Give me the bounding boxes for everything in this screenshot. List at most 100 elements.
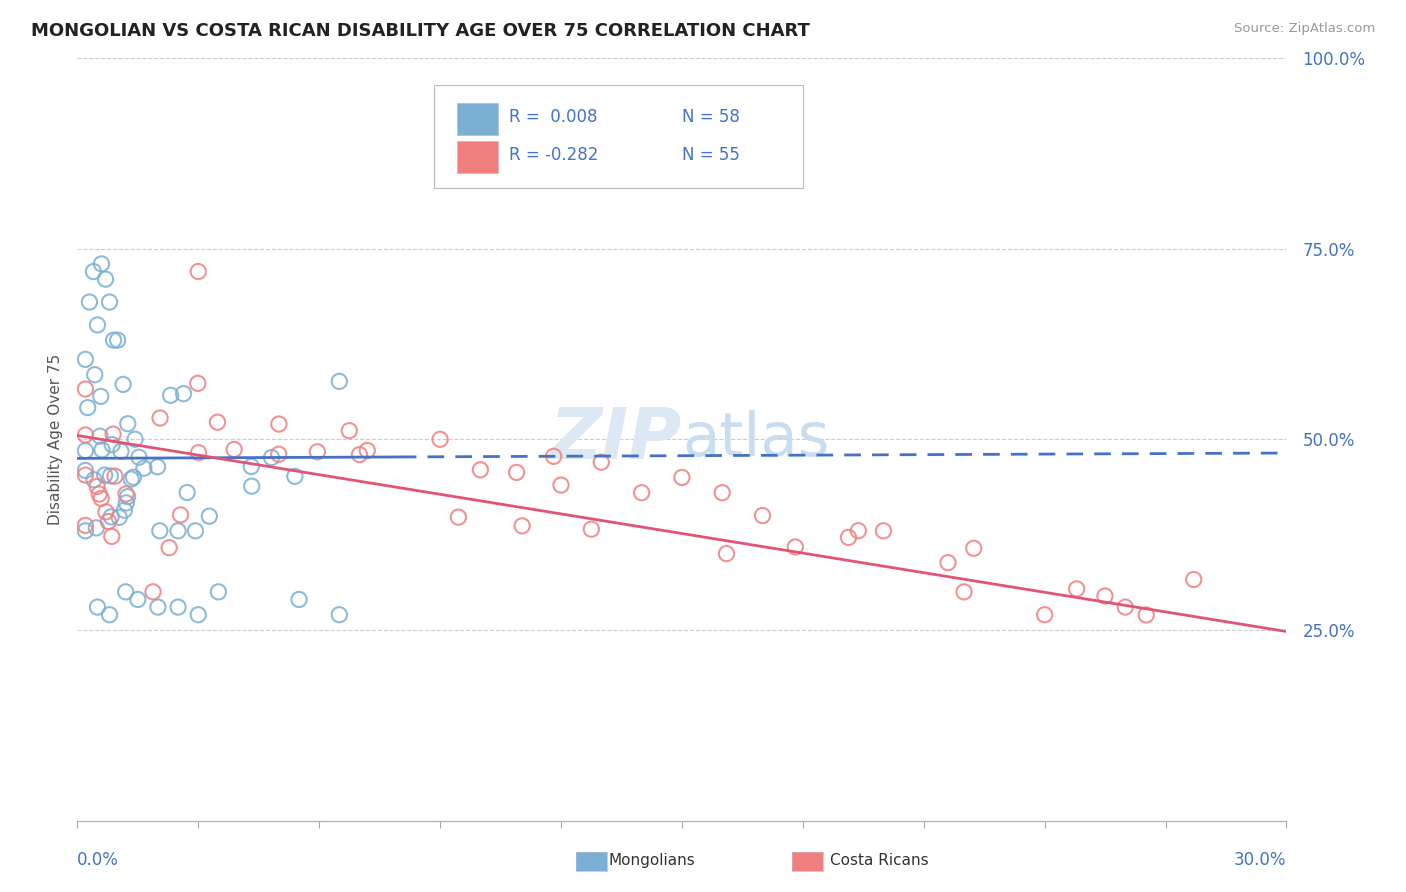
Point [98,607,121,622]
Point [591,455,613,469]
Point [240,479,263,493]
Point [76,401,98,415]
Point [207,585,229,599]
Text: N = 55: N = 55 [682,145,740,164]
FancyBboxPatch shape [457,103,498,135]
Point [117,417,139,431]
Point [100,529,122,543]
Point [1066,582,1088,596]
Point [142,585,165,599]
Point [86,600,108,615]
Point [146,459,169,474]
Point [75,463,97,477]
Point [936,556,959,570]
Point [83,473,105,487]
Point [224,442,246,457]
Point [630,485,652,500]
Point [711,485,734,500]
Point [75,443,97,458]
Point [157,541,180,555]
Point [288,592,311,607]
Text: atlas: atlas [682,409,830,469]
Point [429,433,451,447]
Point [260,450,283,465]
Point [167,524,190,538]
Point [240,459,263,474]
Point [470,463,492,477]
Point [132,461,155,475]
Text: MONGOLIAN VS COSTA RICAN DISABILITY AGE OVER 75 CORRELATION CHART: MONGOLIAN VS COSTA RICAN DISABILITY AGE … [31,22,810,40]
Point [97,515,120,529]
Point [671,470,693,484]
Point [75,524,97,538]
Point [785,540,807,554]
Point [337,424,360,438]
Point [187,445,209,459]
Point [187,264,209,278]
Point [1094,589,1116,603]
Text: 0.0%: 0.0% [77,851,120,869]
Point [447,510,470,524]
Point [112,503,135,517]
Point [94,272,117,286]
Text: Source: ZipAtlas.com: Source: ZipAtlas.com [1234,22,1375,36]
Point [82,264,104,278]
Point [128,450,150,465]
Point [356,443,378,458]
Point [115,487,138,501]
Point [93,468,115,483]
Point [86,318,108,332]
Point [284,469,307,483]
Point [100,469,122,483]
Point [184,524,207,538]
Point [149,411,172,425]
Point [94,505,117,519]
Point [159,388,181,402]
Point [75,518,97,533]
Point [75,468,97,483]
FancyBboxPatch shape [434,85,803,187]
Point [75,382,97,396]
Point [328,375,350,389]
Point [100,509,122,524]
Point [104,469,127,483]
Point [846,524,869,538]
Point [307,444,329,458]
Point [149,524,172,538]
Point [103,333,125,347]
Point [86,521,108,535]
Point [101,437,124,451]
Point [114,585,136,599]
Point [550,478,572,492]
Text: N = 58: N = 58 [682,108,740,126]
Point [79,295,101,310]
Point [127,592,149,607]
Point [167,600,190,615]
Point [90,389,112,403]
Point [117,490,139,504]
Text: Mongolians: Mongolians [609,854,696,868]
Point [505,466,527,480]
Point [187,376,209,391]
Point [716,547,738,561]
Text: R = -0.282: R = -0.282 [509,145,599,164]
Text: ZIP: ZIP [550,405,682,474]
Point [108,510,131,524]
Point [1114,600,1136,615]
Point [107,333,129,347]
Point [510,519,533,533]
Point [1182,573,1205,587]
Point [89,487,111,501]
Point [101,427,124,442]
Point [267,447,290,461]
Point [91,442,114,457]
Point [837,531,859,545]
Point [207,415,229,429]
Point [543,450,565,464]
Point [751,508,773,523]
Point [120,472,142,486]
Point [75,428,97,442]
Point [122,470,145,484]
Point [198,509,221,524]
Point [176,485,198,500]
